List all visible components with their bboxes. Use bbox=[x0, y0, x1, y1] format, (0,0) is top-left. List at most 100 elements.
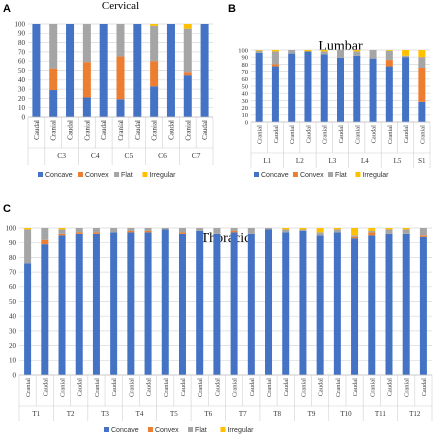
bar-segment-concave bbox=[196, 230, 204, 375]
bar-segment-convex bbox=[418, 68, 426, 102]
bar-segment-concave bbox=[402, 57, 410, 123]
bar-segment-irregular bbox=[351, 228, 359, 236]
bar-segment-flat bbox=[82, 24, 91, 63]
group-label: T6 bbox=[204, 410, 212, 418]
legend-swatch bbox=[38, 172, 43, 177]
legend-label: Flat bbox=[195, 427, 207, 434]
bar-segment-convex bbox=[271, 64, 279, 67]
category-label: Caudal bbox=[180, 378, 187, 397]
bar-segment-irregular bbox=[385, 50, 393, 51]
group-label: L3 bbox=[328, 157, 336, 165]
bar-segment-flat bbox=[419, 228, 427, 236]
bar-segment-concave bbox=[265, 229, 273, 375]
y-tick-label: 100 bbox=[238, 47, 248, 54]
bar-segment-flat bbox=[255, 50, 263, 53]
bar-segment-concave bbox=[32, 24, 41, 117]
category-label: Caudal bbox=[371, 125, 378, 144]
legend-label: Convex bbox=[155, 427, 179, 434]
category-label: Cranial bbox=[419, 125, 426, 144]
bar-segment-convex bbox=[75, 232, 83, 234]
category-label: Cranial bbox=[60, 378, 67, 397]
category-label: Cranial bbox=[128, 378, 135, 397]
bar-segment-flat bbox=[24, 229, 32, 264]
bar-segment-concave bbox=[304, 51, 312, 122]
legend-label: Irregular bbox=[149, 172, 176, 179]
y-tick-label: 100 bbox=[15, 20, 26, 28]
category-label: Cranial bbox=[232, 378, 239, 397]
bar-segment-flat bbox=[213, 228, 221, 234]
group-label: L1 bbox=[263, 157, 271, 165]
bar-segment-concave bbox=[133, 24, 142, 117]
y-tick-label: 60 bbox=[242, 76, 249, 83]
y-tick-label: 100 bbox=[6, 224, 17, 232]
bar-segment-flat bbox=[353, 51, 361, 56]
bar-segment-concave bbox=[127, 232, 135, 375]
legend-swatch bbox=[355, 172, 361, 177]
bar-segment-convex bbox=[92, 232, 100, 234]
group-label: L5 bbox=[394, 157, 402, 165]
legend-label: Convex bbox=[85, 172, 109, 179]
category-label: Cranial bbox=[94, 378, 101, 397]
bar-segment-convex bbox=[419, 235, 427, 237]
y-tick-label: 60 bbox=[18, 58, 26, 66]
bar-segment-flat bbox=[418, 57, 426, 68]
category-label: Caudal bbox=[33, 120, 41, 140]
bar-segment-irregular bbox=[299, 228, 307, 230]
bar-segment-concave bbox=[150, 86, 159, 117]
group-label: T4 bbox=[136, 410, 144, 418]
bar-segment-concave bbox=[385, 233, 393, 375]
legend: Concave Convex Flat Irregular bbox=[254, 172, 389, 179]
category-label: Cranial bbox=[50, 120, 58, 141]
group-label: C6 bbox=[158, 151, 167, 160]
bar-segment-flat bbox=[183, 28, 192, 73]
bar-segment-flat bbox=[127, 228, 135, 231]
category-label: Cranial bbox=[300, 378, 307, 397]
group-label: S1 bbox=[418, 157, 426, 165]
bar-segment-concave bbox=[351, 238, 359, 375]
group-label: C5 bbox=[125, 151, 134, 160]
chart-title: Thoracic bbox=[201, 231, 251, 246]
group-label: T8 bbox=[273, 410, 281, 418]
bar-segment-irregular bbox=[271, 50, 279, 52]
panel-letter: C bbox=[3, 203, 11, 215]
y-tick-label: 30 bbox=[9, 327, 17, 335]
category-label: Cranial bbox=[83, 120, 91, 141]
bar-segment-flat bbox=[150, 25, 159, 62]
y-tick-label: 20 bbox=[9, 342, 17, 350]
category-label: Caudal bbox=[421, 378, 428, 397]
category-label: Caudal bbox=[111, 378, 118, 397]
bar-segment-convex bbox=[144, 230, 152, 233]
bar-segment-convex bbox=[41, 239, 49, 245]
category-label: Cranial bbox=[354, 125, 361, 144]
y-tick-label: 50 bbox=[18, 67, 26, 75]
bar-segment-concave bbox=[333, 232, 341, 375]
bar-segment-flat bbox=[110, 228, 118, 233]
legend-swatch bbox=[188, 427, 194, 432]
bar-segment-concave bbox=[99, 24, 108, 117]
bar-segment-flat bbox=[49, 24, 58, 69]
category-label: Caudal bbox=[352, 378, 359, 397]
category-label: Cranial bbox=[184, 120, 192, 141]
y-tick-label: 20 bbox=[242, 105, 249, 112]
legend-label: Flat bbox=[335, 172, 347, 179]
bar-segment-concave bbox=[161, 229, 169, 375]
category-label: Caudal bbox=[403, 125, 410, 144]
bar-segment-flat bbox=[320, 51, 328, 55]
bar-segment-irregular bbox=[333, 228, 341, 230]
group-label: T7 bbox=[239, 410, 247, 418]
legend-swatch bbox=[147, 427, 153, 432]
bar-segment-concave bbox=[282, 232, 290, 375]
legend-swatch bbox=[328, 172, 334, 177]
bar-segment-concave bbox=[66, 24, 75, 117]
panel-letter: B bbox=[228, 3, 236, 15]
y-tick-label: 30 bbox=[242, 98, 249, 105]
bar-segment-flat bbox=[144, 228, 152, 231]
category-label: Cranial bbox=[387, 125, 394, 144]
bar-segment-convex bbox=[351, 236, 359, 239]
legend-label: Convex bbox=[300, 172, 324, 179]
bar-segment-concave bbox=[255, 52, 263, 122]
group-label: T11 bbox=[375, 410, 387, 418]
category-label: Cranial bbox=[322, 125, 329, 144]
